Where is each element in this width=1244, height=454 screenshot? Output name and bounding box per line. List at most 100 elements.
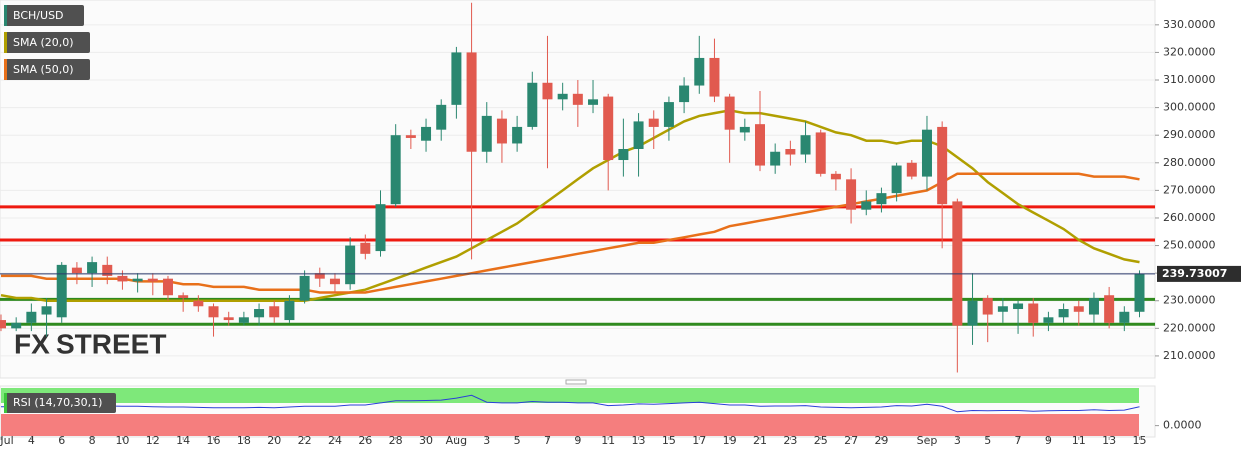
candles xyxy=(0,2,1145,373)
legend-label: BCH/USD xyxy=(13,9,64,22)
candle-body xyxy=(481,115,492,152)
candle-body xyxy=(1073,306,1084,312)
candle-body xyxy=(375,204,386,252)
x-tick-label: 18 xyxy=(237,434,251,447)
candle-body xyxy=(26,311,37,323)
candle-body xyxy=(466,52,477,152)
x-tick-label: 9 xyxy=(574,434,581,447)
x-tick-label: 3 xyxy=(483,434,490,447)
x-tick-label: Aug xyxy=(446,434,467,447)
candle-body xyxy=(800,135,811,155)
y-tick-label: 320.0000 xyxy=(1163,45,1216,58)
candle-body xyxy=(132,278,143,282)
x-tick-label: 13 xyxy=(1102,434,1116,447)
x-tick-label: 7 xyxy=(1015,434,1022,447)
candle-body xyxy=(648,118,659,127)
y-tick-label: 0.0000 xyxy=(1163,419,1202,432)
x-tick-label: 6 xyxy=(58,434,65,447)
x-tick-label: 24 xyxy=(328,434,342,447)
candle-body xyxy=(41,306,52,315)
y-tick-label: 290.0000 xyxy=(1163,128,1216,141)
candle-body xyxy=(921,129,932,177)
y-tick-label: 270.0000 xyxy=(1163,183,1216,196)
x-tick-label: 10 xyxy=(115,434,129,447)
x-tick-label: 27 xyxy=(844,434,858,447)
x-tick-label: 17 xyxy=(692,434,706,447)
candle-body xyxy=(830,173,841,180)
candle-body xyxy=(724,96,735,130)
y-tick-label: 260.0000 xyxy=(1163,211,1216,224)
legend-box xyxy=(4,32,90,53)
plot-area xyxy=(0,0,1156,379)
candle-body xyxy=(208,306,219,318)
candle-body xyxy=(329,278,340,285)
candle-body xyxy=(952,201,963,326)
last-price-label: 239.73007 xyxy=(1162,267,1227,280)
candle-body xyxy=(405,135,416,138)
y-tick-label: 310.0000 xyxy=(1163,73,1216,86)
candle-body xyxy=(1013,303,1024,310)
candle-body xyxy=(542,82,553,100)
y-tick-label: 250.0000 xyxy=(1163,239,1216,252)
x-tick-label: Jul xyxy=(0,434,14,447)
candle-body xyxy=(1088,297,1099,315)
candle-body xyxy=(345,245,356,285)
candle-body xyxy=(770,151,781,166)
candle-body xyxy=(178,295,189,298)
x-tick-label: 11 xyxy=(601,434,615,447)
legend-swatch xyxy=(4,32,7,53)
candle-body xyxy=(785,148,796,155)
candle-body xyxy=(254,309,265,318)
x-tick-label: 22 xyxy=(298,434,312,447)
candle-body xyxy=(1028,303,1039,323)
candle-body xyxy=(421,126,432,141)
candle-body xyxy=(739,126,750,133)
watermark-left: FX xyxy=(14,328,50,359)
candle-body xyxy=(1043,317,1054,323)
candle-body xyxy=(0,320,6,329)
x-tick-label: 23 xyxy=(783,434,797,447)
x-axis: Jul 4 6 8 10 12 14 16 18 20 22 24 26 28 30 Aug 3 5 7 9 11 13 1… xyxy=(0,434,1147,447)
candle-body xyxy=(603,96,614,161)
rsi: 0.0000 xyxy=(1,394,1202,432)
candle-body xyxy=(572,93,583,105)
rsi-oversold-band xyxy=(1,414,1139,436)
last-price-box xyxy=(1157,265,1241,282)
candle-body xyxy=(512,126,523,144)
legend-label: SMA (20,0) xyxy=(13,36,74,49)
candle-body xyxy=(906,162,917,177)
x-tick-label: 14 xyxy=(176,434,190,447)
candle-body xyxy=(238,317,249,323)
y-tick-label: 230.0000 xyxy=(1163,294,1216,307)
series-line xyxy=(1,172,1140,294)
candle-body xyxy=(162,278,173,296)
candle-body xyxy=(633,121,644,149)
candle-body xyxy=(557,93,568,100)
candle-body xyxy=(891,165,902,194)
watermark-right: STREET xyxy=(56,328,166,359)
candle-body xyxy=(815,132,826,174)
x-tick-label: 25 xyxy=(814,434,828,447)
legend-swatch xyxy=(4,5,7,26)
candle-body xyxy=(755,124,765,166)
candle-body xyxy=(451,52,462,105)
candle-body xyxy=(588,99,599,105)
x-tick-label: 21 xyxy=(753,434,767,447)
x-tick-label: 16 xyxy=(207,434,221,447)
x-tick-label: Sep xyxy=(917,434,938,447)
candle-body xyxy=(56,264,67,318)
candle-body xyxy=(967,300,978,326)
candle-body xyxy=(846,179,857,210)
candle-body xyxy=(269,306,280,318)
panel-resize-handle[interactable] xyxy=(565,379,587,385)
y-tick-label: 330.0000 xyxy=(1163,18,1216,31)
candle-body xyxy=(1134,273,1145,312)
x-tick-label: 30 xyxy=(419,434,433,447)
candle-body xyxy=(436,104,447,130)
x-tick-label: 7 xyxy=(544,434,551,447)
candle-body xyxy=(11,322,22,329)
candle-body xyxy=(223,317,234,321)
candle-body xyxy=(527,82,538,127)
levels xyxy=(0,205,1155,326)
